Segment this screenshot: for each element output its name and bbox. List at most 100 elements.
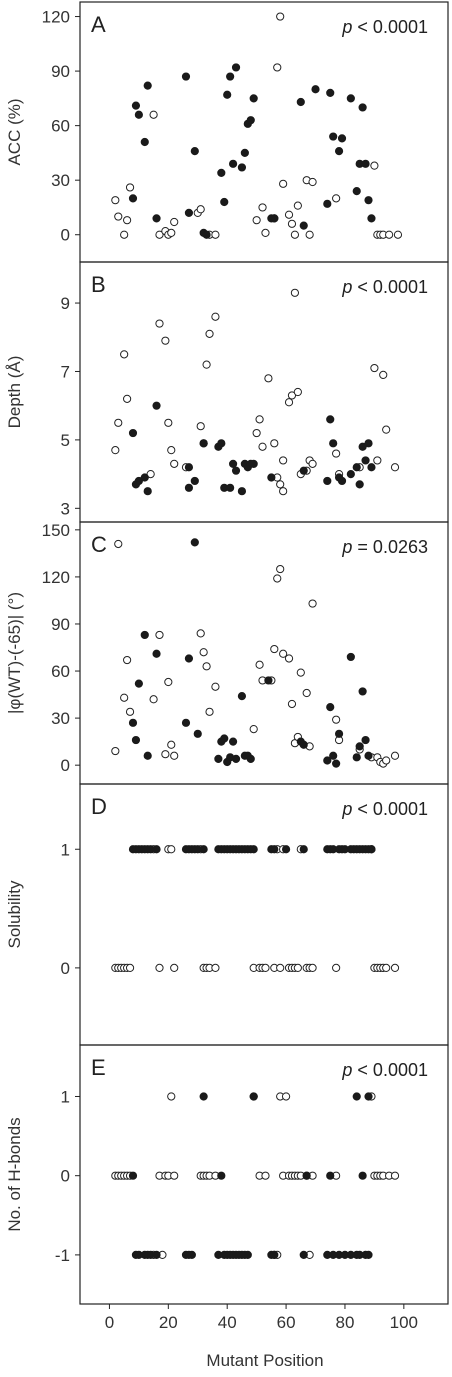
y-axis-label: Depth (Å) [5, 356, 24, 429]
y-tick-label: 30 [51, 709, 70, 728]
data-point-filled [334, 146, 344, 156]
data-point-open [284, 210, 294, 219]
panel-c: 0 30 60 90 120 150 |φ(WT)-(-65)| (°) C p = 0.026… [5, 521, 449, 785]
data-point-open [255, 415, 264, 424]
data-point-filled [299, 1250, 308, 1259]
data-point-filled [249, 94, 258, 103]
data-point-open [170, 459, 179, 468]
data-point-open [393, 230, 403, 239]
data-point-open [252, 428, 261, 438]
data-point-open [270, 439, 279, 448]
y-axis-label: Solubility [5, 880, 24, 949]
data-point-filled [184, 208, 194, 218]
data-point-open [123, 655, 132, 665]
data-point-filled [152, 1250, 161, 1259]
data-point-filled [249, 845, 258, 854]
data-point-filled [217, 168, 226, 178]
data-point-filled [326, 1171, 335, 1180]
data-point-open [370, 363, 379, 373]
data-point-filled [358, 1171, 367, 1180]
data-point-filled [193, 729, 202, 738]
data-point-open [332, 449, 341, 458]
y-tick-label: 150 [42, 521, 70, 540]
data-point-filled [361, 735, 370, 745]
data-point-open [305, 230, 314, 239]
panel-e: -1 0 1 No. of H-bonds E p < 0.0001 [5, 1044, 449, 1305]
data-point-open [125, 183, 135, 192]
y-axis-label: ACC (%) [5, 98, 24, 165]
data-point-filled [220, 197, 229, 207]
data-point-filled [128, 718, 138, 727]
data-point-filled [326, 88, 335, 98]
data-point-open [167, 446, 176, 455]
data-point-open [125, 963, 135, 972]
y-tick-label: 3 [61, 499, 70, 518]
x-axis-label: Mutant Position [206, 1351, 323, 1370]
points [111, 845, 400, 972]
data-point-open [164, 677, 173, 687]
data-point-open [332, 715, 341, 724]
data-point-filled [202, 230, 211, 239]
y-tick-label: 90 [51, 62, 70, 81]
data-point-filled [364, 1250, 373, 1259]
data-point-filled [332, 759, 341, 768]
data-point-filled [152, 401, 161, 410]
data-point-filled [352, 753, 361, 762]
data-point-open [161, 336, 170, 345]
data-point-open [284, 398, 294, 407]
data-point-filled [226, 483, 235, 492]
data-point-filled [299, 221, 308, 230]
y-tick-label: 30 [51, 171, 70, 190]
data-point-open [302, 688, 311, 698]
data-point-filled [352, 463, 361, 472]
y-tick-label: 120 [42, 568, 70, 587]
x-tick-label: 100 [390, 1313, 418, 1332]
points [111, 538, 400, 768]
data-point-open [211, 312, 220, 321]
y-tick-label: 1 [61, 840, 70, 859]
data-point-filled [346, 94, 355, 103]
data-point-filled [228, 159, 238, 168]
data-point-filled [246, 754, 255, 763]
data-point-open [290, 230, 300, 239]
y-tick-label: 60 [51, 117, 70, 136]
data-point-filled [329, 132, 338, 141]
data-point-filled [355, 480, 364, 489]
p-value: p < 0.0001 [341, 1060, 428, 1080]
data-point-filled [364, 439, 373, 448]
data-point-filled [326, 703, 335, 712]
data-point-open [382, 963, 391, 972]
data-point-open [293, 963, 302, 972]
data-point-open [382, 425, 391, 434]
data-point-filled [267, 473, 276, 482]
data-point-filled [220, 734, 229, 743]
panel-b: 3 5 7 9 Depth (Å) B p < 0.0001 [5, 261, 449, 523]
data-point-filled [184, 654, 194, 663]
data-point-open [255, 660, 264, 669]
data-point-filled [184, 483, 194, 492]
data-point-filled [329, 751, 338, 760]
data-point-open [123, 216, 132, 225]
data-point-open [149, 110, 158, 119]
data-point-open [196, 205, 205, 214]
panel-label: D [91, 794, 107, 819]
data-point-filled [296, 97, 305, 107]
data-point-open [261, 963, 270, 972]
data-point-filled [270, 845, 279, 854]
data-point-open [390, 1171, 400, 1180]
data-point-open [370, 161, 379, 170]
data-point-open [279, 456, 288, 465]
data-point-open [146, 470, 155, 479]
data-point-filled [152, 845, 161, 854]
panel-label: A [91, 12, 106, 37]
data-point-filled [246, 116, 255, 125]
data-point-filled [217, 439, 226, 448]
data-point-filled [302, 1171, 311, 1180]
data-point-open [261, 228, 270, 238]
panel-label: E [91, 1055, 106, 1080]
plot-frame [79, 783, 449, 1046]
data-point-open [155, 319, 164, 328]
data-point-open [167, 228, 176, 238]
data-point-open [293, 387, 302, 397]
data-point-open [287, 219, 297, 228]
